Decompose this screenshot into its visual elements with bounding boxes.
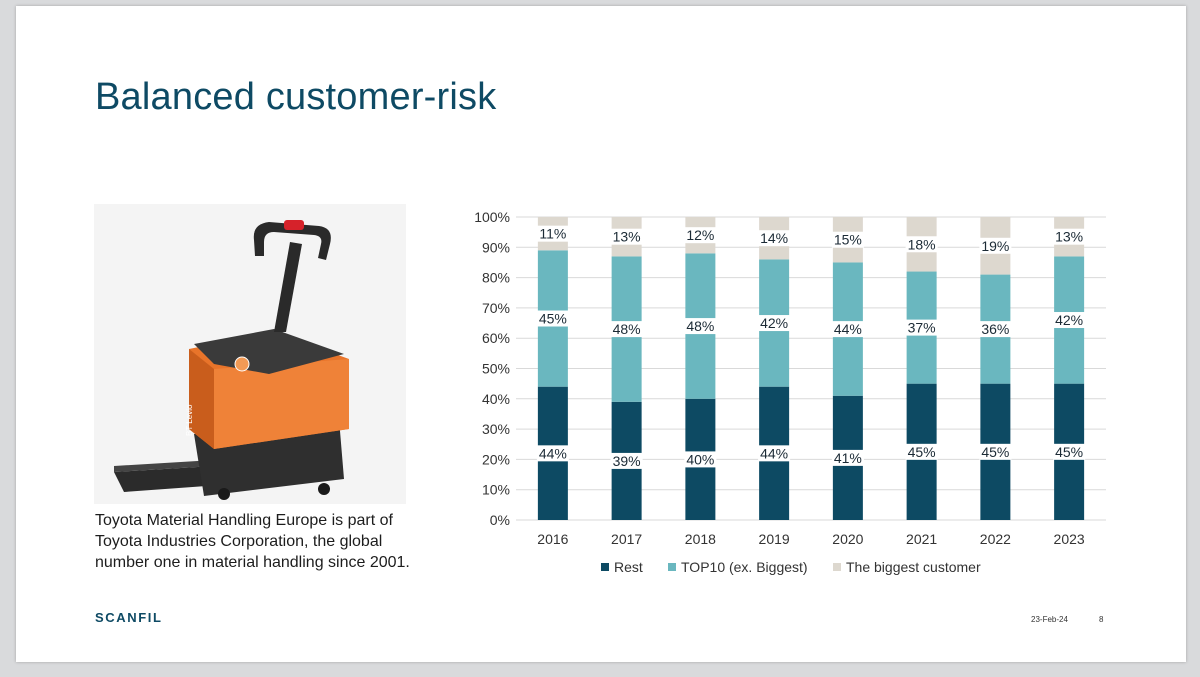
data-label: 48%: [686, 318, 714, 334]
data-label: 36%: [981, 321, 1009, 337]
data-label: 15%: [834, 232, 862, 248]
y-tick-label: 40%: [482, 391, 510, 407]
forklift-photo: BT Levio: [94, 204, 406, 504]
data-label: 39%: [613, 453, 641, 469]
data-label: 45%: [981, 444, 1009, 460]
data-label: 44%: [539, 445, 567, 461]
y-tick-label: 10%: [482, 482, 510, 498]
data-label-background: [684, 318, 717, 335]
data-label-background: [979, 321, 1012, 338]
data-label: 12%: [686, 227, 714, 243]
stacked-bar-chart: 0% 10% 20% 30% 40% 50% 60% 70% 80% 90% 100% 44% 45% 1…: [474, 209, 1106, 575]
data-label: 42%: [1055, 312, 1083, 328]
slide-title: Balanced customer-risk: [95, 76, 497, 118]
y-tick-label: 90%: [482, 239, 510, 255]
data-label-background: [905, 443, 938, 460]
data-label: 41%: [834, 450, 862, 466]
photo-brand-text: BT Levio: [185, 404, 194, 436]
y-tick-label: 70%: [482, 300, 510, 316]
x-tick-label: 2016: [537, 531, 568, 547]
x-tick-label: 2022: [980, 531, 1011, 547]
data-label: 44%: [760, 445, 788, 461]
x-tick-label: 2020: [832, 531, 863, 547]
legend-swatch: [601, 563, 609, 571]
data-label: 13%: [1055, 229, 1083, 245]
data-label-background: [610, 321, 643, 338]
x-tick-label: 2018: [685, 531, 716, 547]
y-tick-label: 20%: [482, 451, 510, 467]
data-label: 48%: [613, 321, 641, 337]
data-label: 18%: [908, 236, 936, 252]
data-label-background: [905, 236, 938, 253]
footer-date: 23-Feb-24: [1031, 615, 1068, 624]
data-label-background: [1053, 228, 1086, 245]
data-label-background: [831, 449, 864, 466]
legend-swatch: [668, 563, 676, 571]
data-label-background: [684, 451, 717, 468]
data-label-background: [758, 230, 791, 247]
data-label: 13%: [613, 229, 641, 245]
data-label: 44%: [834, 321, 862, 337]
legend-label: Rest: [614, 559, 643, 575]
data-label: 19%: [981, 238, 1009, 254]
y-tick-label: 60%: [482, 330, 510, 346]
data-label: 45%: [1055, 444, 1083, 460]
y-tick-label: 0%: [490, 512, 510, 528]
data-label-background: [758, 445, 791, 462]
data-label-background: [610, 228, 643, 245]
data-label-background: [979, 237, 1012, 254]
y-tick-label: 100%: [474, 209, 510, 225]
y-tick-label: 80%: [482, 270, 510, 286]
data-label-background: [831, 321, 864, 338]
legend-label: The biggest customer: [846, 559, 981, 575]
slide-caption: Toyota Material Handling Europe is part …: [95, 512, 410, 571]
data-label: 40%: [686, 451, 714, 467]
x-tick-label: 2023: [1054, 531, 1085, 547]
data-label: 45%: [539, 311, 567, 327]
data-label-background: [905, 319, 938, 336]
x-tick-label: 2021: [906, 531, 937, 547]
data-label: 14%: [760, 230, 788, 246]
data-label: 42%: [760, 315, 788, 331]
data-label-background: [758, 315, 791, 332]
pallet-truck-icon: BT Levio: [114, 220, 349, 500]
data-label-background: [610, 452, 643, 469]
scanfil-logo: SCANFIL: [95, 610, 163, 625]
data-label-background: [831, 231, 864, 248]
legend-swatch: [833, 563, 841, 571]
y-tick-label: 30%: [482, 421, 510, 437]
data-label-background: [684, 227, 717, 244]
page-number: 8: [1099, 615, 1104, 624]
x-tick-label: 2019: [759, 531, 790, 547]
data-label: 37%: [908, 320, 936, 336]
data-label-background: [537, 225, 569, 242]
data-label-background: [536, 445, 569, 462]
slide: Balanced customer-risk BT Levio: [16, 6, 1186, 662]
data-label-background: [1053, 312, 1086, 329]
data-label-background: [979, 443, 1012, 460]
legend-label: TOP10 (ex. Biggest): [681, 559, 808, 575]
data-label-background: [1053, 443, 1086, 460]
data-label: 11%: [539, 226, 566, 242]
data-label-background: [536, 310, 569, 327]
data-label: 45%: [908, 444, 936, 460]
y-tick-label: 50%: [482, 361, 510, 377]
x-tick-label: 2017: [611, 531, 642, 547]
